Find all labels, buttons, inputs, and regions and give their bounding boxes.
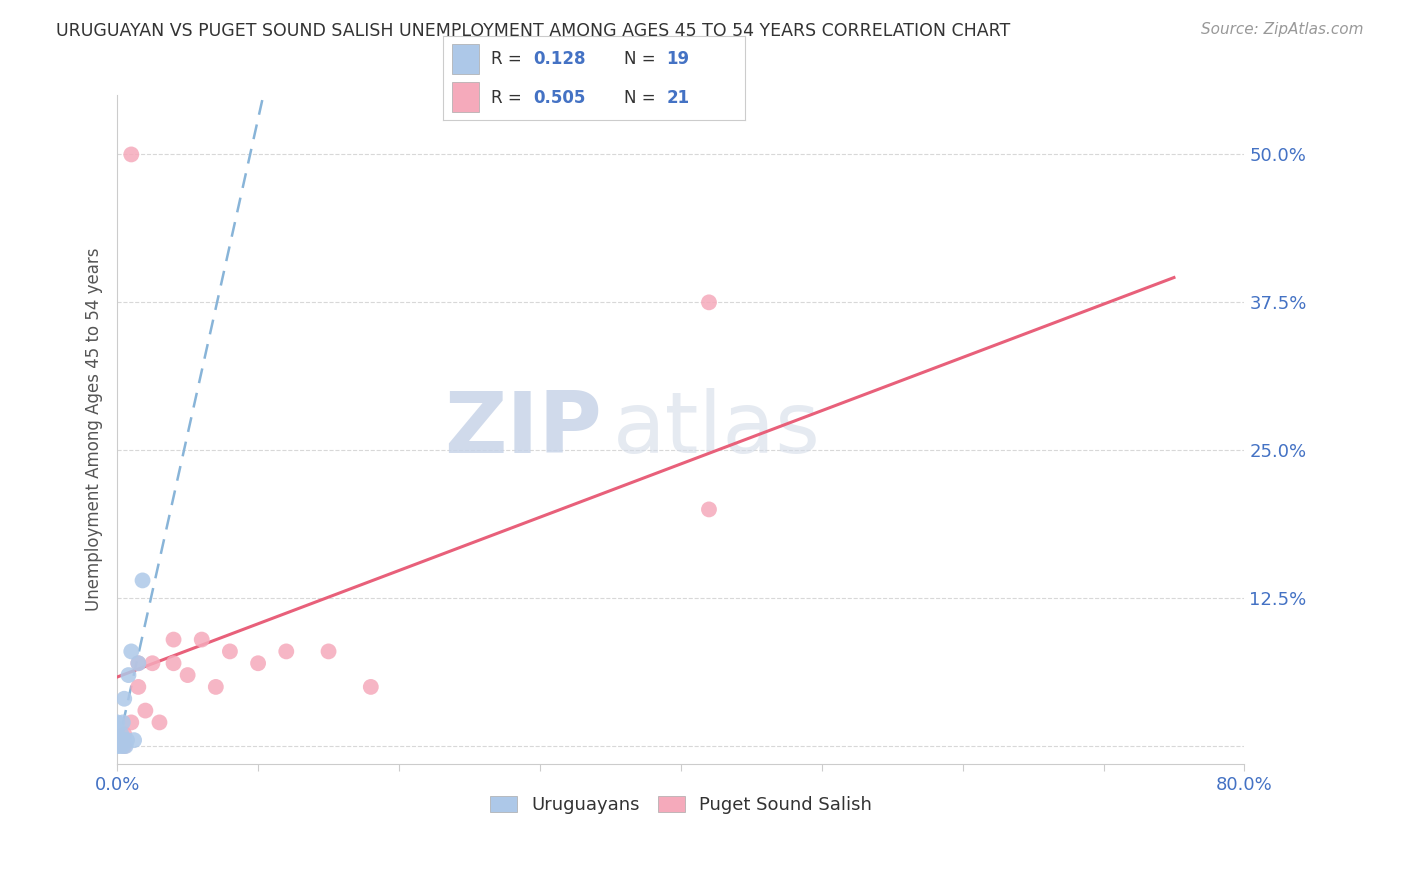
Text: 21: 21 <box>666 88 690 106</box>
Point <box>318 644 340 658</box>
Text: 19: 19 <box>666 50 690 68</box>
Point <box>108 739 131 753</box>
Point <box>219 644 242 658</box>
Point <box>127 680 149 694</box>
Point <box>110 727 132 741</box>
Point <box>112 727 135 741</box>
Text: R =: R = <box>491 50 527 68</box>
Point <box>141 657 163 671</box>
FancyBboxPatch shape <box>451 44 479 74</box>
Point <box>105 739 128 753</box>
Point <box>112 739 135 753</box>
Point <box>697 295 720 310</box>
Text: URUGUAYAN VS PUGET SOUND SALISH UNEMPLOYMENT AMONG AGES 45 TO 54 YEARS CORRELATI: URUGUAYAN VS PUGET SOUND SALISH UNEMPLOY… <box>56 22 1011 40</box>
Text: 0.128: 0.128 <box>534 50 586 68</box>
Point <box>134 704 156 718</box>
Point <box>105 722 128 736</box>
Point <box>120 147 142 161</box>
Point <box>111 715 134 730</box>
Text: atlas: atlas <box>613 388 821 471</box>
Legend: Uruguayans, Puget Sound Salish: Uruguayans, Puget Sound Salish <box>482 789 879 822</box>
Point <box>247 657 270 671</box>
Point <box>276 644 298 658</box>
Point <box>120 644 142 658</box>
Point <box>120 715 142 730</box>
Point <box>190 632 212 647</box>
Point <box>127 657 149 671</box>
Point <box>131 574 153 588</box>
Point <box>108 733 131 747</box>
Point <box>112 733 135 747</box>
Point <box>117 668 139 682</box>
FancyBboxPatch shape <box>451 82 479 112</box>
Point <box>122 733 145 747</box>
Text: R =: R = <box>491 88 527 106</box>
Point <box>112 691 135 706</box>
Point <box>105 733 128 747</box>
Point <box>360 680 382 694</box>
Point <box>697 502 720 516</box>
Point <box>111 739 134 753</box>
Point <box>148 715 170 730</box>
Point <box>114 739 136 753</box>
Text: N =: N = <box>624 50 661 68</box>
Point <box>162 632 184 647</box>
Point <box>204 680 226 694</box>
Point <box>105 715 128 730</box>
Point <box>176 668 198 682</box>
Point <box>115 733 138 747</box>
Y-axis label: Unemployment Among Ages 45 to 54 years: Unemployment Among Ages 45 to 54 years <box>86 248 103 611</box>
Text: Source: ZipAtlas.com: Source: ZipAtlas.com <box>1201 22 1364 37</box>
Point <box>162 657 184 671</box>
Text: N =: N = <box>624 88 661 106</box>
Point <box>127 657 149 671</box>
Text: ZIP: ZIP <box>444 388 602 471</box>
Text: 0.505: 0.505 <box>534 88 586 106</box>
Point <box>105 727 128 741</box>
